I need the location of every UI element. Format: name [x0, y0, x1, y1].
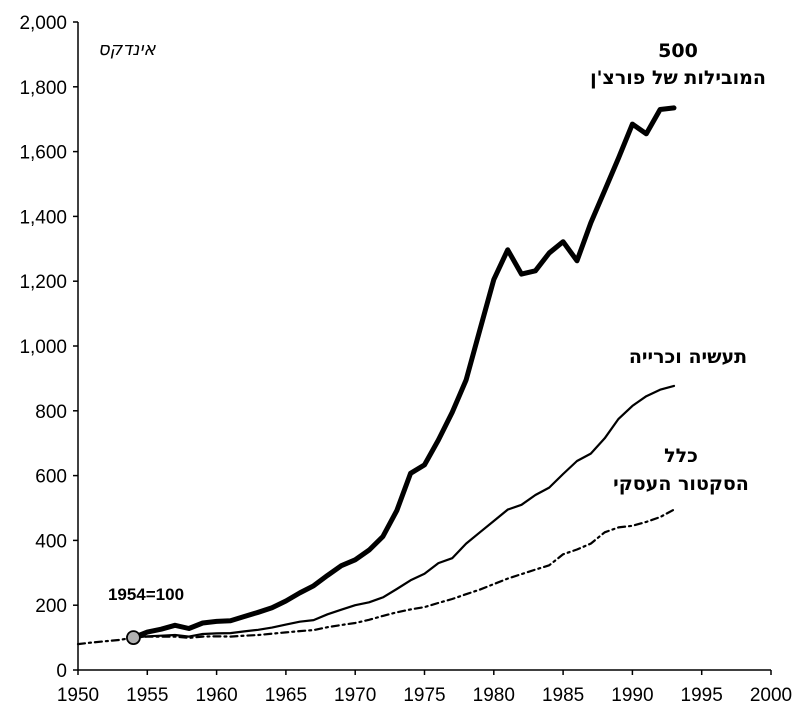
x-tick-label: 1980 — [473, 685, 515, 706]
x-tick-label: 1975 — [403, 685, 445, 706]
x-tick-label: 1990 — [611, 685, 653, 706]
series-line-fortune-500 — [130, 105, 677, 641]
series-line-manufacturing-mining — [132, 384, 676, 639]
y-tick-label: 400 — [35, 531, 67, 552]
x-tick-label: 1995 — [681, 685, 723, 706]
y-tick-label: 2,000 — [19, 13, 67, 34]
base-year-marker — [126, 630, 141, 645]
y-tick-label: 200 — [35, 596, 67, 617]
series-label-fortune-500-text: המובילות של פורצ'ן — [590, 67, 766, 89]
y-tick-label: 0 — [56, 661, 67, 682]
series-label-fortune-500-number: 500 — [658, 40, 698, 62]
x-tick-label: 1965 — [265, 685, 307, 706]
series-label-manufacturing-mining: תעשיה וכרייה — [629, 346, 747, 368]
series-label-business-sector-line1: כלל — [664, 445, 698, 467]
x-tick-label: 1970 — [334, 685, 376, 706]
y-axis-title: אינדקס — [98, 39, 157, 60]
y-tick-label: 1,400 — [19, 207, 67, 228]
x-tick-label: 1955 — [126, 685, 168, 706]
chart-axes: 0 200 400 600 800 1,000 1,200 1,400 1,600 1,800 2,… — [19, 13, 792, 706]
x-tick-label: 1960 — [195, 685, 237, 706]
x-tick-label: 1950 — [57, 685, 99, 706]
x-tick-label: 2000 — [750, 685, 792, 706]
chart-series — [76, 105, 677, 646]
y-tick-label: 800 — [35, 402, 67, 423]
y-tick-label: 600 — [35, 467, 67, 488]
series-label-business-sector-line2: הסקטור העסקי — [613, 473, 749, 495]
y-tick-label: 1,600 — [19, 143, 67, 164]
y-tick-label: 1,000 — [19, 337, 67, 358]
base-year-label: 1954=100 — [108, 585, 184, 604]
series-line-business-sector — [76, 508, 676, 646]
y-tick-label: 1,800 — [19, 78, 67, 99]
x-tick-label: 1985 — [542, 685, 584, 706]
y-tick-label: 1,200 — [19, 272, 67, 293]
